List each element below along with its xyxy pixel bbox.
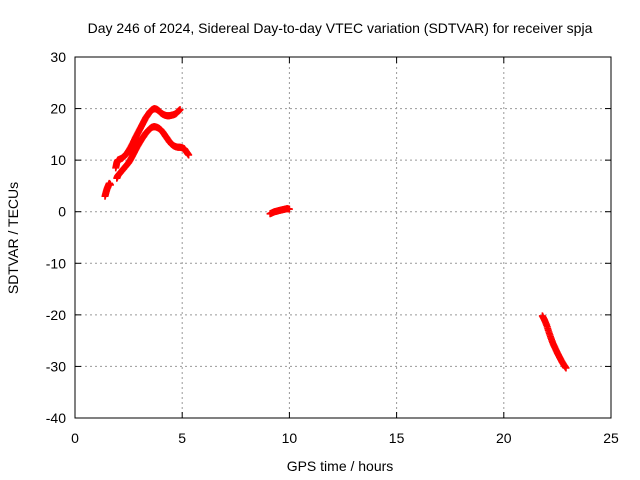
y-tick-label: 20 <box>50 101 66 117</box>
data-series <box>101 179 114 200</box>
x-tick-label: 10 <box>282 430 298 446</box>
y-tick-label: -30 <box>46 358 66 374</box>
plot-frame <box>74 56 612 419</box>
x-tick-label: 5 <box>178 430 186 446</box>
y-axis-label: SDTVAR / TECUs <box>5 182 21 294</box>
x-tick-label: 20 <box>496 430 512 446</box>
data-point-marker <box>285 205 293 213</box>
data-point-marker <box>562 364 570 372</box>
x-axis-label: GPS time / hours <box>287 458 394 474</box>
y-tick-label: 10 <box>50 152 66 168</box>
y-tick-label: -10 <box>46 255 66 271</box>
grid-lines <box>75 57 611 418</box>
y-tick-label: 30 <box>50 49 66 65</box>
y-axis-ticks: -40 -30 -20 -10 0 10 20 30 <box>46 49 611 426</box>
x-tick-label: 15 <box>389 430 405 446</box>
data-series <box>112 105 184 172</box>
y-tick-label: -40 <box>46 410 66 426</box>
data-point-marker <box>185 151 193 159</box>
x-axis-ticks: 0 5 10 15 20 25 <box>71 57 619 446</box>
y-tick-label: -20 <box>46 307 66 323</box>
data-points <box>101 105 570 372</box>
data-point-marker <box>106 181 114 189</box>
y-tick-label: 0 <box>58 204 66 220</box>
x-tick-label: 0 <box>71 430 79 446</box>
data-series <box>113 123 193 182</box>
data-series <box>538 312 570 372</box>
data-point-marker <box>176 106 184 114</box>
chart-title: Day 246 of 2024, Sidereal Day-to-day VTE… <box>88 20 593 36</box>
data-series <box>266 205 293 218</box>
x-tick-label: 25 <box>603 430 619 446</box>
